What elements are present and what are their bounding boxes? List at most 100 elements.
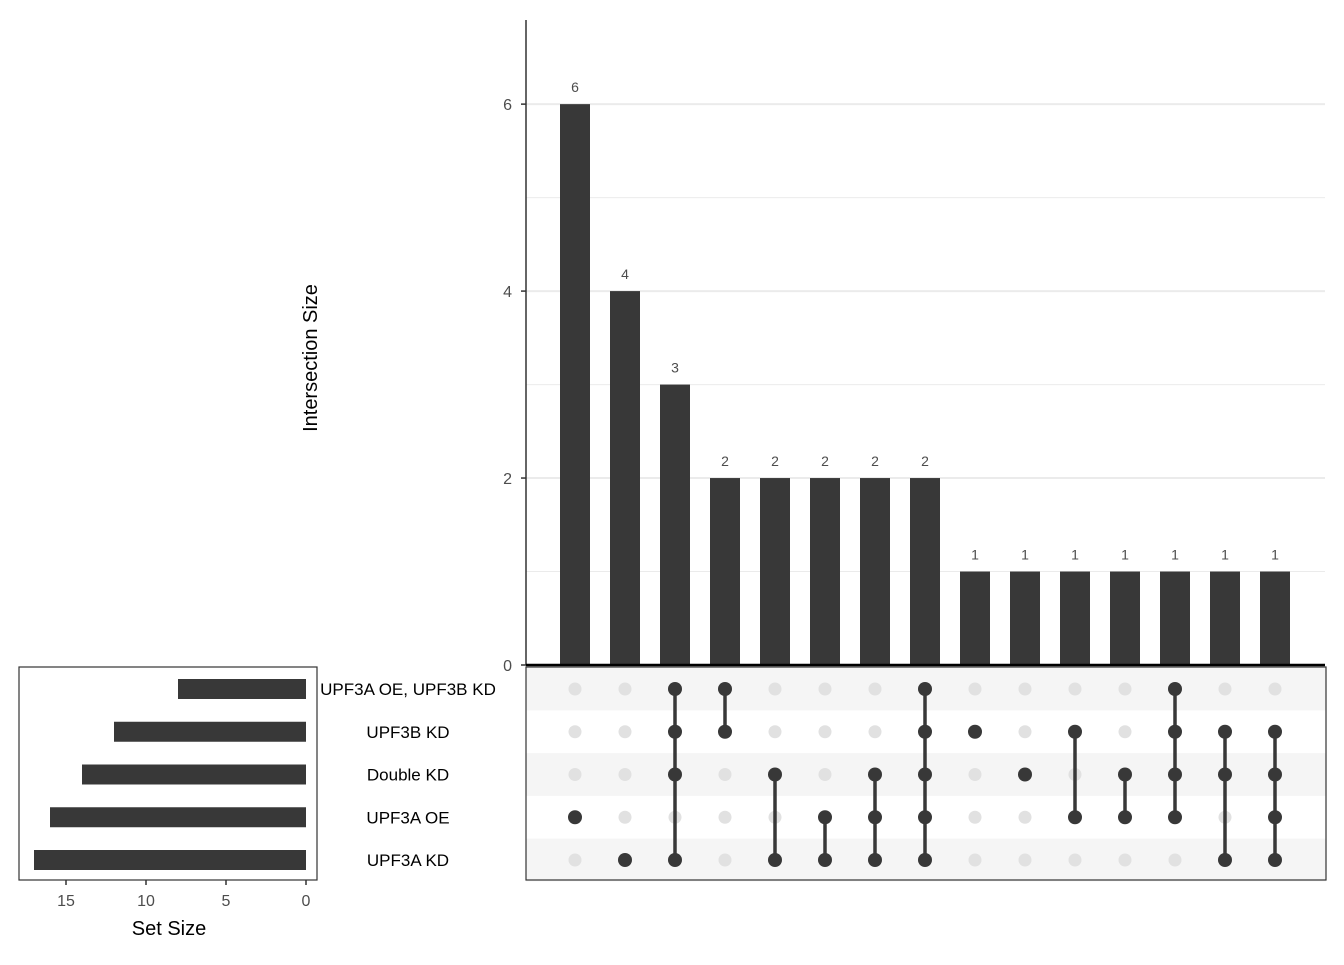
intersection-bar-label: 2 xyxy=(771,453,779,469)
intersection-bar xyxy=(810,478,840,665)
intersection-bar xyxy=(1260,571,1290,665)
intersection-bar-label: 1 xyxy=(971,547,979,563)
set-size-axis-title: Set Size xyxy=(132,918,206,940)
matrix-dot-inactive xyxy=(968,682,982,696)
intersection-bar-label: 1 xyxy=(1271,547,1279,563)
intersection-bar xyxy=(860,478,890,665)
intersection-bar-label: 3 xyxy=(671,360,679,376)
intersection-bar-label: 6 xyxy=(571,79,579,95)
matrix-dot-inactive xyxy=(818,682,832,696)
intersection-bar xyxy=(560,104,590,665)
intersection-bar xyxy=(660,384,690,665)
set-name-label: UPF3B KD xyxy=(366,723,449,742)
intersection-y-axis-title: Intersection Size xyxy=(300,284,322,432)
y-tick-label: 4 xyxy=(503,284,512,301)
set-size-border xyxy=(18,666,318,881)
matrix-dot-inactive xyxy=(968,768,982,781)
intersection-bar-labels: 6 4 3 2 2 2 2 2 1 1 1 1 1 1 1 xyxy=(571,79,1279,562)
matrix-dot-inactive xyxy=(1018,725,1032,739)
matrix-dot-inactive xyxy=(1068,682,1082,696)
matrix-dot-inactive xyxy=(1218,682,1232,696)
intersection-bar-label: 2 xyxy=(921,453,929,469)
matrix-dot-inactive xyxy=(1118,682,1132,696)
intersection-bar xyxy=(1060,571,1090,665)
intersection-bar-label: 2 xyxy=(721,453,729,469)
intersection-bar-label: 1 xyxy=(1021,547,1029,563)
matrix-dot-inactive xyxy=(968,810,982,824)
set-size-bar xyxy=(82,764,306,785)
matrix-dot-inactive xyxy=(768,682,782,696)
matrix-dot-inactive xyxy=(768,725,782,739)
y-tick-label: 2 xyxy=(503,471,512,488)
intersection-bar xyxy=(1160,571,1190,665)
intersection-bar-label: 2 xyxy=(821,453,829,469)
matrix-dot-inactive xyxy=(618,725,632,739)
matrix-dot-inactive xyxy=(1018,682,1032,696)
matrix-dot-inactive xyxy=(1018,853,1032,867)
set-name-labels: UPF3A OE, UPF3B KD UPF3B KD Double KD UPF3A… xyxy=(320,680,496,870)
set-name-label: UPF3A OE xyxy=(366,808,449,827)
intersection-bar xyxy=(1110,571,1140,665)
matrix-dot-inactive xyxy=(568,682,582,696)
intersection-y-axis: 0 2 4 6 Intersection Size xyxy=(300,20,1325,675)
set-size-tick-label: 15 xyxy=(57,893,75,910)
intersection-bar xyxy=(760,478,790,665)
intersection-matrix xyxy=(525,666,1327,882)
matrix-dot-inactive xyxy=(718,810,732,824)
matrix-dots xyxy=(568,682,1282,867)
matrix-dot-inactive xyxy=(1268,682,1282,696)
matrix-border xyxy=(525,666,1327,881)
y-tick-label: 0 xyxy=(503,658,512,675)
intersection-y-ticks: 0 2 4 6 xyxy=(503,97,526,675)
intersection-bar xyxy=(610,291,640,665)
matrix-dot-inactive xyxy=(1068,853,1082,867)
matrix-dot-inactive xyxy=(1118,725,1132,739)
matrix-links xyxy=(673,689,1277,860)
matrix-dot-inactive xyxy=(568,725,582,739)
set-size-x-ticks: 15 10 5 0 xyxy=(57,880,311,910)
matrix-dot-inactive xyxy=(968,853,982,867)
matrix-dot-inactive xyxy=(1118,853,1132,867)
y-tick-label: 6 xyxy=(503,97,512,114)
set-size-tick-label: 0 xyxy=(302,893,311,910)
intersection-bar-label: 1 xyxy=(1071,547,1079,563)
matrix-dot-inactive xyxy=(868,725,882,739)
set-name-label: UPF3A OE, UPF3B KD xyxy=(320,680,496,699)
matrix-dot-active xyxy=(618,853,632,867)
set-name-label: UPF3A KD xyxy=(367,851,449,870)
matrix-dot-inactive xyxy=(718,853,732,867)
matrix-dot-active xyxy=(1018,767,1032,782)
set-size-tick-label: 10 xyxy=(137,893,155,910)
matrix-dot-inactive xyxy=(818,768,832,781)
set-size-chart: 15 10 5 0 Set Size xyxy=(18,666,318,940)
set-size-bar xyxy=(50,807,306,828)
set-size-tick-label: 5 xyxy=(222,893,231,910)
intersection-bar-label: 1 xyxy=(1171,547,1179,563)
matrix-dot-active xyxy=(968,724,982,739)
matrix-dot-inactive xyxy=(818,725,832,739)
matrix-dot-active xyxy=(568,810,582,825)
matrix-dot-inactive xyxy=(1168,853,1182,867)
set-size-bars xyxy=(34,679,306,870)
matrix-dot-inactive xyxy=(868,682,882,696)
matrix-dot-inactive xyxy=(568,853,582,867)
intersection-bar-label: 2 xyxy=(871,453,879,469)
intersection-bar-label: 1 xyxy=(1121,547,1129,563)
set-size-bar xyxy=(114,721,306,742)
intersection-bar xyxy=(960,571,990,665)
matrix-dot-inactive xyxy=(1018,810,1032,824)
matrix-dot-inactive xyxy=(568,768,582,781)
set-name-label: Double KD xyxy=(367,766,449,785)
matrix-dot-inactive xyxy=(618,810,632,824)
set-size-bar xyxy=(34,850,306,870)
intersection-bar xyxy=(1010,571,1040,665)
intersection-bars xyxy=(560,104,1290,665)
matrix-dot-inactive xyxy=(618,682,632,696)
intersection-bar xyxy=(910,478,940,665)
set-size-bar xyxy=(178,679,306,699)
matrix-dot-inactive xyxy=(618,768,632,781)
intersection-bar-label: 4 xyxy=(621,266,629,282)
intersection-bar-label: 1 xyxy=(1221,547,1229,563)
